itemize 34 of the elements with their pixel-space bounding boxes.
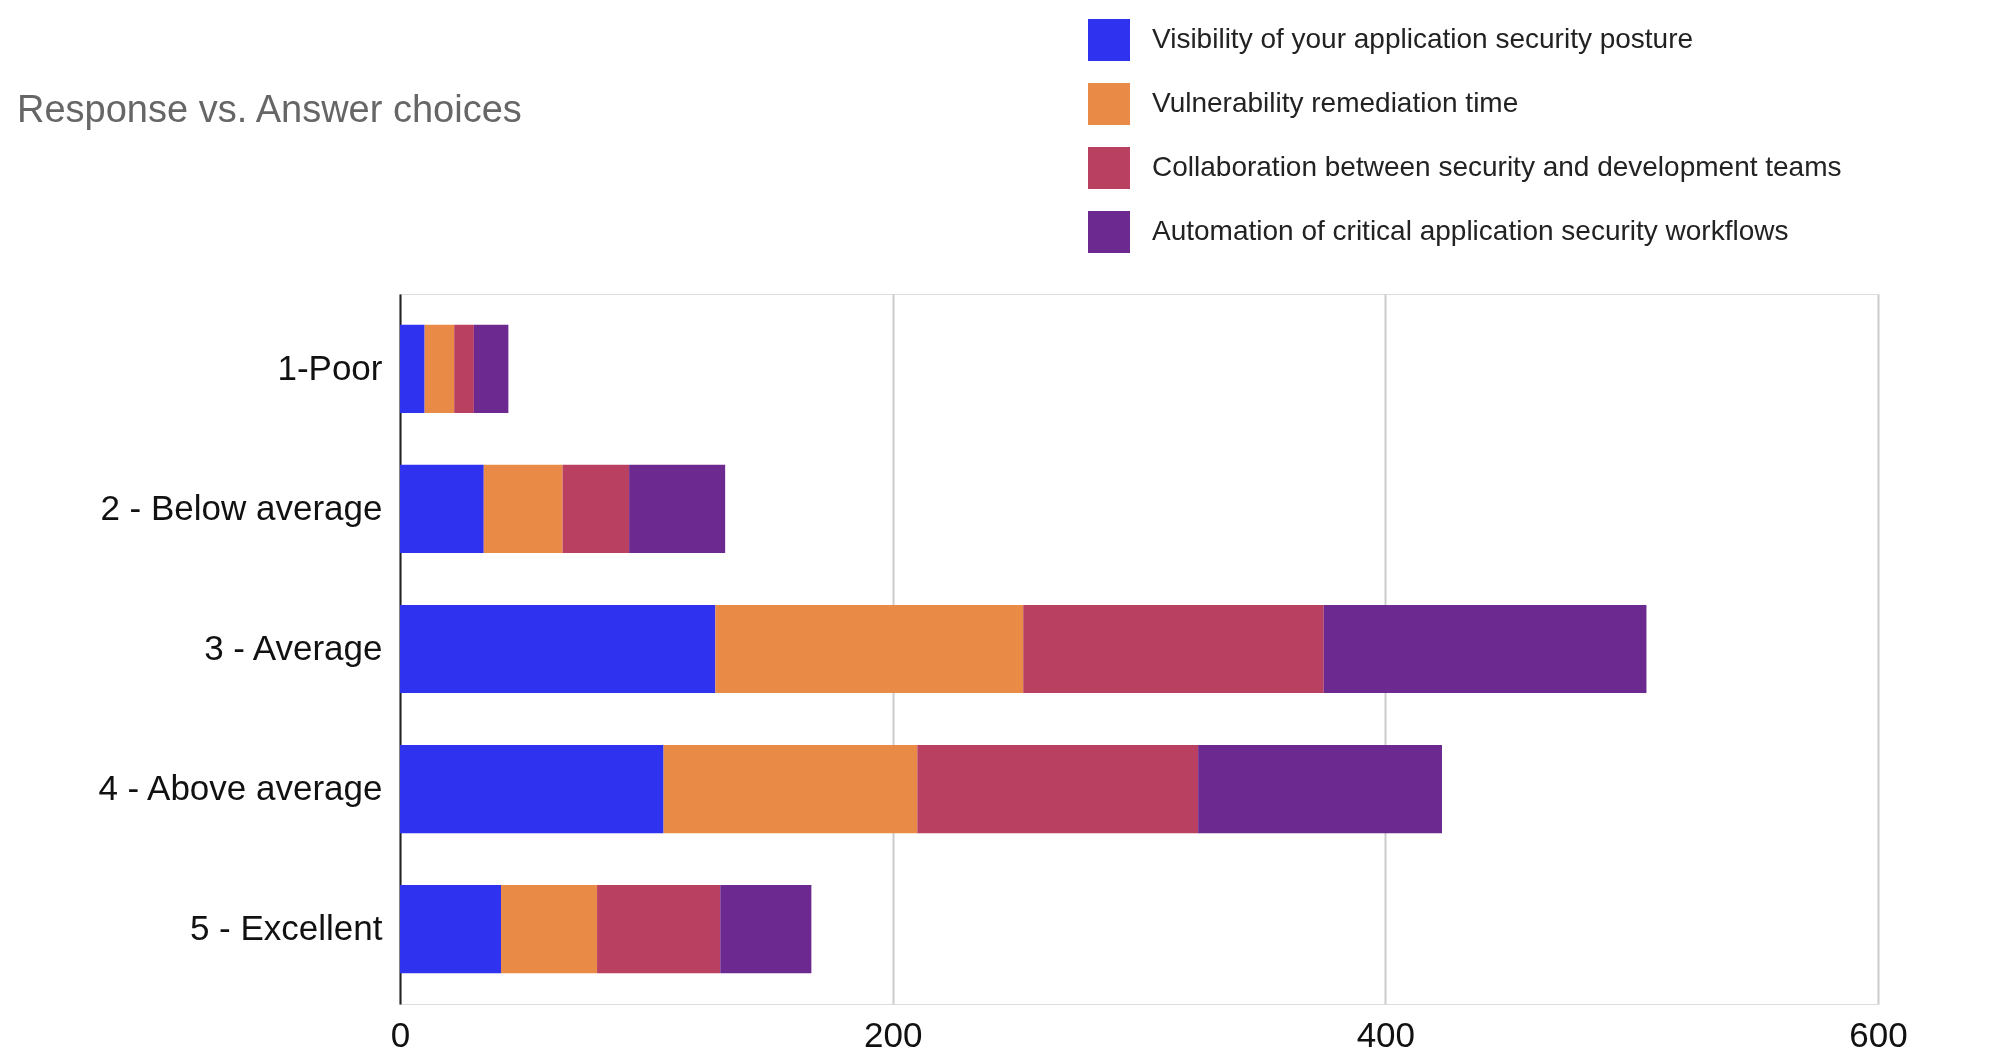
bar <box>400 604 716 694</box>
y-tick-label: 1-Poor <box>277 347 383 387</box>
bar <box>1023 604 1324 694</box>
legend-label: Vulnerability remediation time <box>1152 87 1519 118</box>
bar <box>483 464 563 554</box>
bar <box>917 744 1199 834</box>
bar <box>400 744 664 834</box>
legend-label: Automation of critical application security workflows <box>1152 215 1789 246</box>
bar <box>424 324 455 414</box>
bar <box>629 464 726 554</box>
bar <box>473 324 509 414</box>
y-tick-label: 2 - Below average <box>100 487 383 527</box>
x-tick-label: 200 <box>863 1014 923 1054</box>
bar <box>663 744 918 834</box>
bar <box>597 884 721 974</box>
y-tick-label: 4 - Above average <box>98 768 383 808</box>
bar <box>1323 604 1647 694</box>
bar <box>400 464 484 554</box>
x-tick-label: 0 <box>390 1014 411 1054</box>
bar <box>454 324 474 414</box>
bar <box>715 604 1024 694</box>
y-tick-label: 5 - Excellent <box>189 908 383 948</box>
bar <box>400 324 425 414</box>
x-tick-label: 400 <box>1356 1014 1416 1054</box>
bar <box>562 464 630 554</box>
legend-label: Visibility of your application security posture <box>1152 23 1694 54</box>
bar <box>501 884 598 974</box>
legend-label: Collaboration between security and development teams <box>1152 151 1842 182</box>
chart-title: Response vs. Answer choices <box>17 88 522 130</box>
x-tick-label: 600 <box>1849 1014 1908 1054</box>
bar <box>400 884 501 974</box>
bar <box>720 884 812 974</box>
y-tick-label: 3 - Average <box>204 628 383 667</box>
bar <box>1198 744 1442 834</box>
